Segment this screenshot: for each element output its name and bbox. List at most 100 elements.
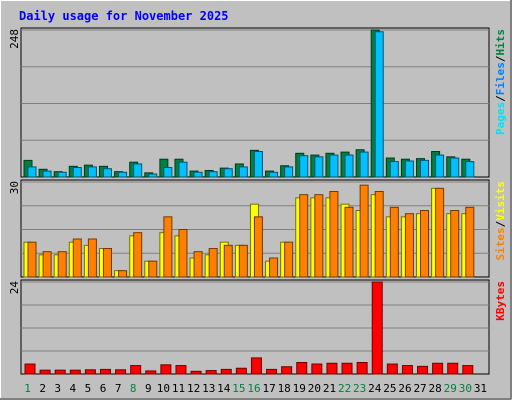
bar-sites-day-4	[72, 238, 82, 278]
legend-entry: Pages	[494, 102, 507, 135]
bar-kbytes-day-22	[341, 362, 353, 375]
bar-sites-day-23	[359, 184, 369, 278]
day-label: 22	[338, 382, 351, 395]
legend-kbytes: KBytes	[494, 281, 507, 321]
bar-files-day-9	[148, 173, 158, 178]
day-label: 6	[100, 382, 107, 395]
bar-sites-day-26	[404, 213, 414, 278]
bar-files-day-3	[57, 171, 67, 178]
bar-files-day-27	[420, 159, 430, 178]
bar-files-day-26	[404, 160, 414, 178]
legend-text: KBytes	[494, 281, 507, 321]
day-label: 12	[187, 382, 200, 395]
bar-kbytes-day-24	[371, 281, 383, 375]
day-label: 31	[474, 382, 487, 395]
bar-sites-day-14	[223, 244, 233, 278]
legend-hits-files: Pages/Files/Hits	[494, 29, 507, 135]
bar-files-day-12	[193, 171, 203, 178]
bar-sites-day-12	[193, 251, 203, 278]
bar-files-day-4	[72, 167, 82, 178]
bar-sites-day-2	[42, 251, 52, 278]
bar-sites-day-17	[269, 257, 279, 278]
bar-files-day-20	[314, 156, 324, 178]
day-label: 9	[145, 382, 152, 395]
y-max-label: 248	[8, 29, 21, 49]
day-label: 21	[323, 382, 336, 395]
bar-kbytes-day-15	[235, 367, 247, 375]
legend-entry: Hits	[494, 29, 507, 56]
bar-sites-day-8	[133, 232, 143, 278]
day-label: 27	[413, 382, 426, 395]
bar-sites-day-15	[238, 244, 248, 278]
day-label: 18	[278, 382, 291, 395]
bar-kbytes-day-9	[145, 370, 157, 375]
bar-kbytes-day-8	[130, 365, 142, 375]
bar-files-day-16	[253, 151, 263, 178]
day-label: 17	[262, 382, 275, 395]
day-label: 16	[247, 382, 260, 395]
bar-files-day-28	[435, 154, 445, 178]
bar-kbytes-day-28	[432, 362, 444, 375]
bar-kbytes-day-25	[386, 363, 398, 375]
bar-kbytes-day-27	[417, 365, 429, 375]
bar-kbytes-day-1	[24, 363, 36, 375]
bar-sites-day-28	[435, 187, 445, 278]
day-label: 8	[130, 382, 137, 395]
x-axis-day-labels: 1 2 3 4 5 6 7 8 9 10 11 12 13 14 15 16 17 18 19 20 21 22 23 24 2…	[24, 382, 487, 395]
day-label: 26	[398, 382, 411, 395]
day-label: 1	[24, 382, 31, 395]
bar-sites-day-18	[284, 241, 294, 278]
bar-files-day-24	[374, 31, 384, 178]
bar-sites-day-9	[148, 260, 158, 278]
y-max-label: 30	[8, 181, 21, 194]
bar-files-day-15	[238, 166, 248, 178]
bar-kbytes-day-13	[205, 370, 217, 375]
chart-panels: 248 30 24	[8, 27, 490, 375]
bar-sites-day-19	[299, 194, 309, 278]
day-label: 30	[459, 382, 472, 395]
bar-sites-day-3	[57, 251, 67, 278]
legend-entry: Files	[494, 62, 507, 95]
day-label: 15	[232, 382, 245, 395]
bar-files-day-23	[359, 151, 369, 178]
bar-sites-day-20	[314, 194, 324, 278]
bar-sites-day-1	[27, 241, 37, 278]
day-label: 5	[85, 382, 92, 395]
legend-visits-sites: Sites/Visits	[494, 181, 507, 261]
bar-sites-day-29	[450, 210, 460, 278]
bar-kbytes-day-10	[160, 364, 172, 375]
bar-files-day-7	[118, 171, 128, 178]
bar-files-day-14	[223, 168, 233, 178]
bar-files-day-2	[42, 170, 52, 178]
legend-separator: /	[494, 55, 507, 62]
bar-files-day-11	[178, 161, 188, 178]
day-label: 28	[429, 382, 442, 395]
legend-text: Sites/Visits	[494, 181, 507, 261]
bar-kbytes-day-23	[356, 362, 368, 375]
day-label: 11	[172, 382, 185, 395]
bar-files-day-22	[344, 154, 354, 178]
bar-kbytes-day-11	[175, 365, 187, 375]
bar-kbytes-day-6	[99, 368, 111, 375]
bar-files-day-19	[299, 155, 309, 178]
panel-visits-sites: 30	[8, 179, 490, 278]
day-label: 25	[383, 382, 396, 395]
bar-kbytes-day-14	[220, 368, 232, 375]
bar-sites-day-11	[178, 229, 188, 278]
bar-files-day-5	[87, 166, 97, 178]
bar-sites-day-7	[118, 270, 128, 278]
bar-kbytes-day-5	[84, 369, 96, 375]
day-label: 4	[70, 382, 77, 395]
legend-separator: /	[494, 220, 507, 227]
legend-entry: Visits	[494, 181, 507, 221]
bar-files-day-17	[269, 171, 279, 178]
bar-kbytes-day-3	[54, 369, 66, 375]
bar-sites-day-6	[102, 248, 112, 278]
bar-kbytes-day-2	[39, 369, 51, 375]
day-label: 10	[157, 382, 170, 395]
bar-files-day-30	[465, 161, 475, 178]
bar-sites-day-27	[420, 210, 430, 278]
day-label: 29	[444, 382, 457, 395]
